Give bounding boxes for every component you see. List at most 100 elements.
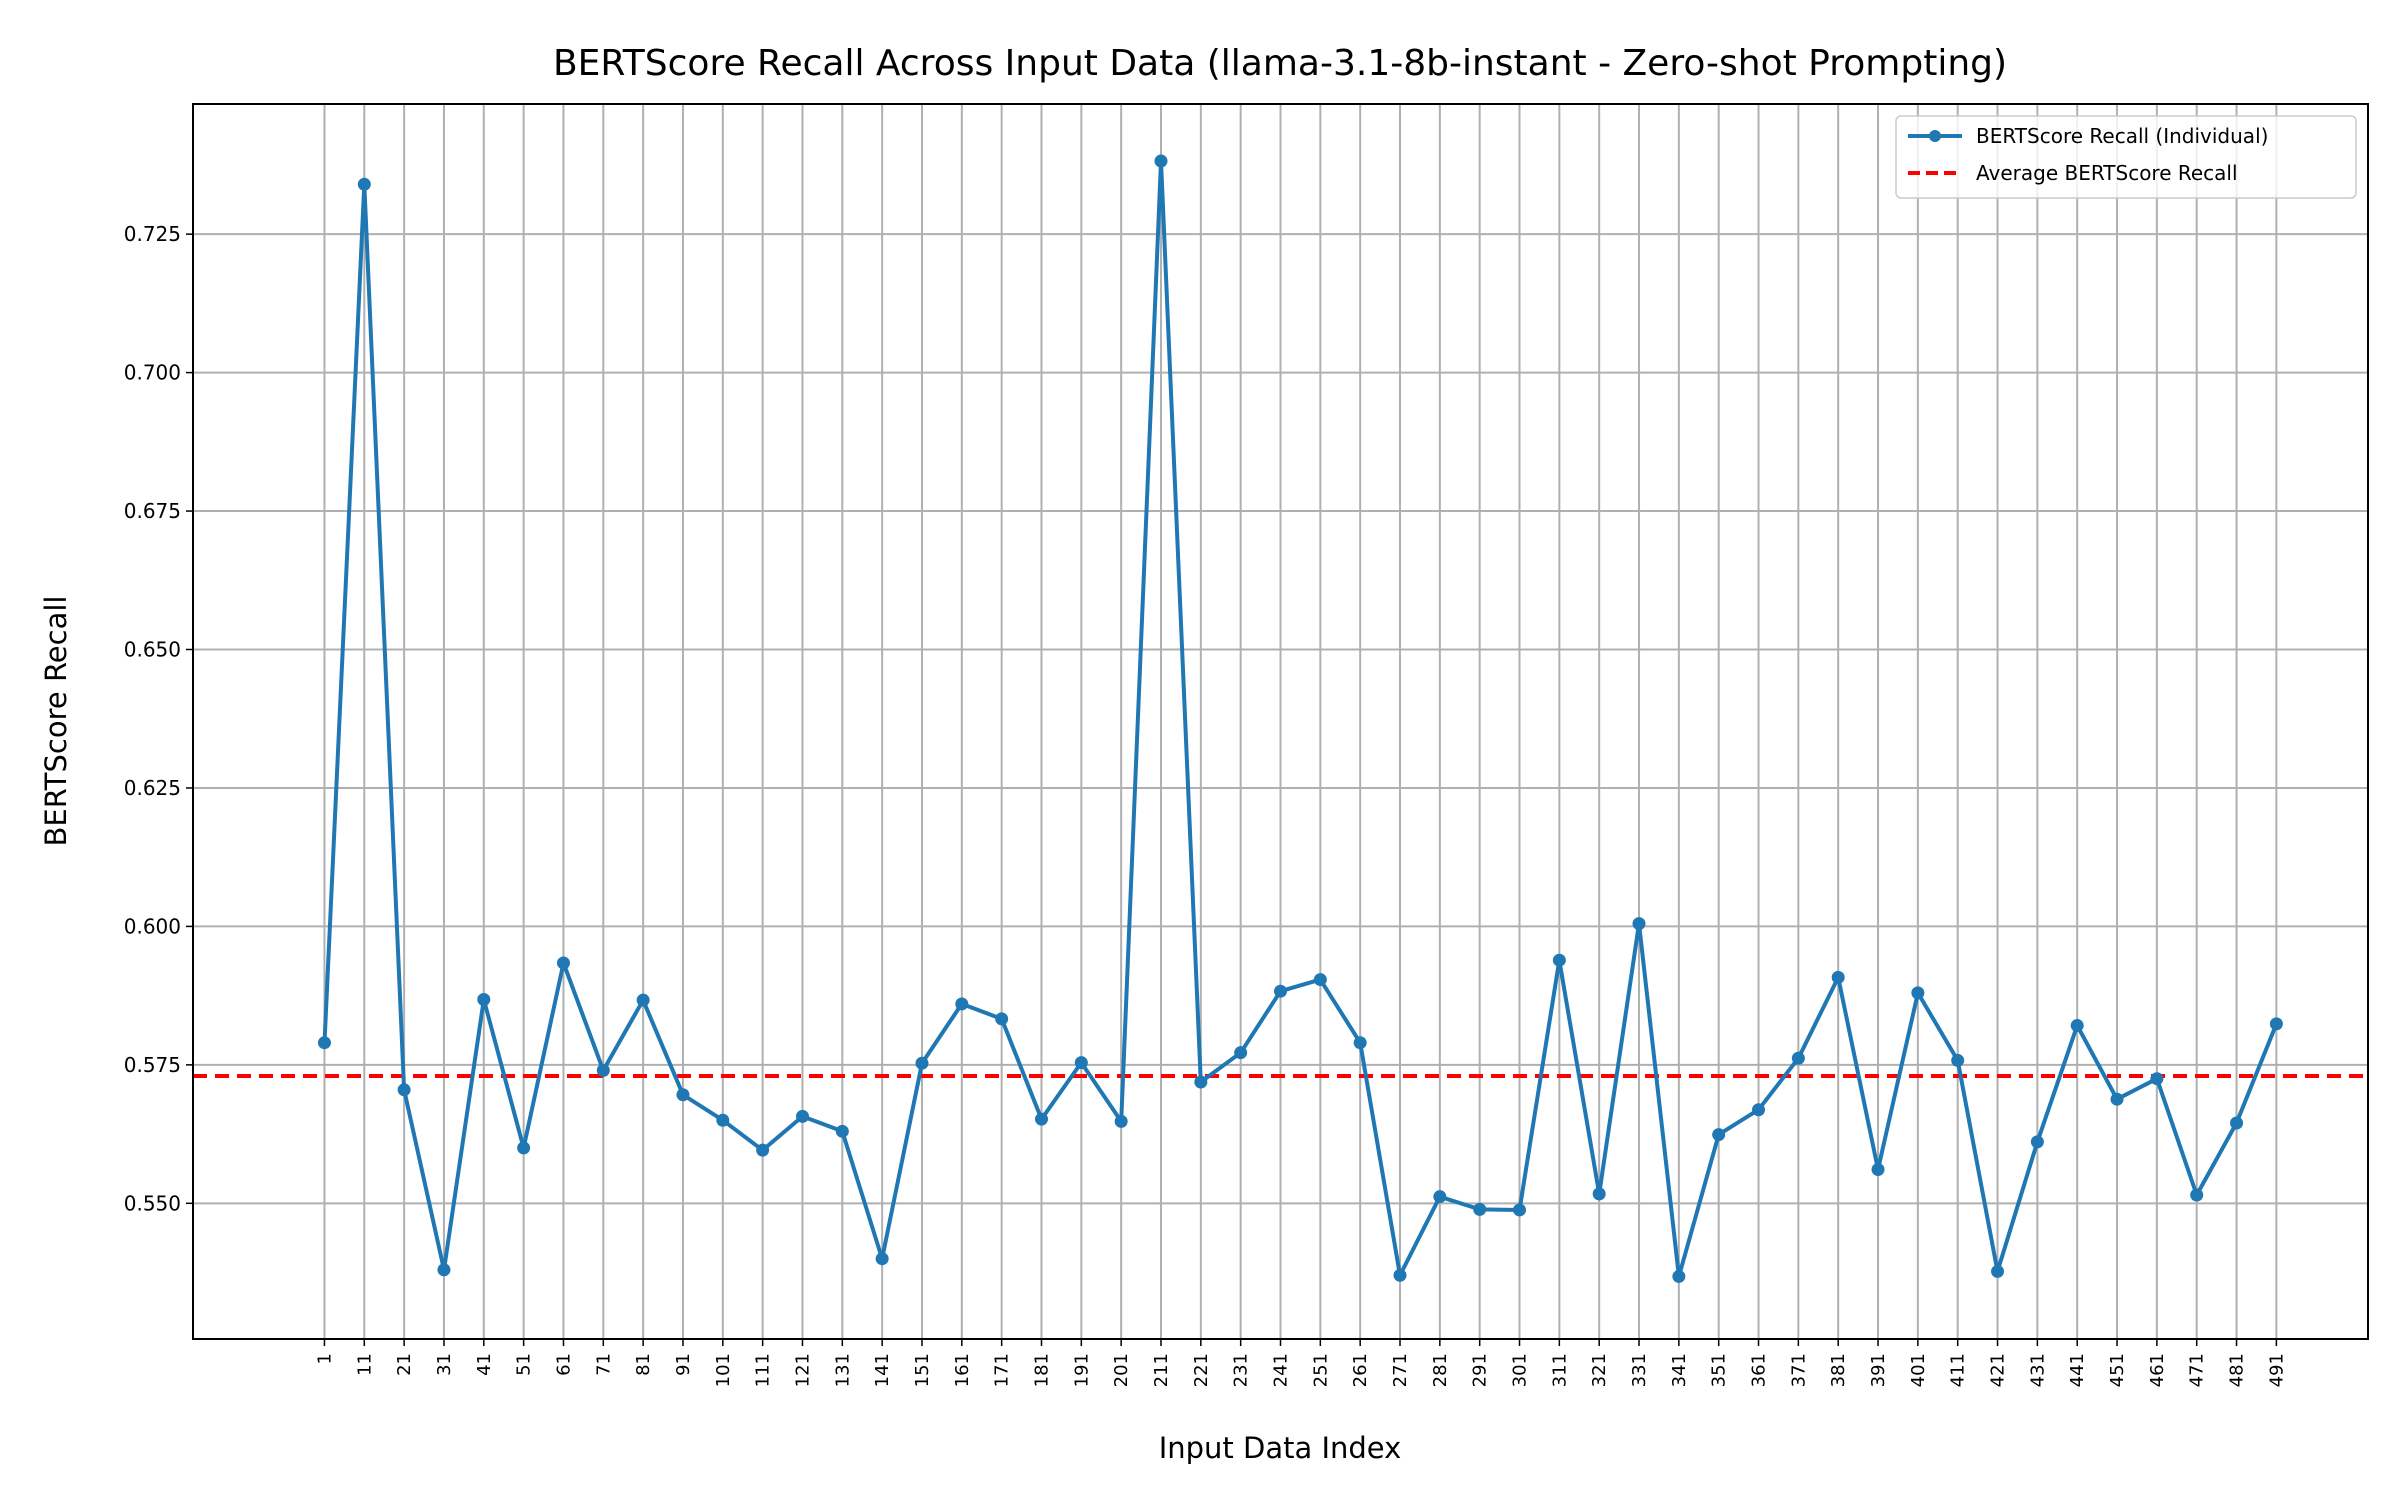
y-tick-label: 0.550	[124, 1191, 181, 1215]
data-point	[1513, 1203, 1527, 1217]
data-point	[1991, 1264, 2005, 1278]
x-tick-label: 141	[872, 1353, 893, 1387]
x-tick-label: 11	[354, 1353, 375, 1376]
data-point	[2190, 1188, 2204, 1202]
data-point	[1791, 1051, 1805, 1065]
data-point	[1831, 970, 1845, 984]
y-tick-label: 0.650	[124, 638, 181, 662]
data-point	[437, 1263, 451, 1277]
data-point	[1433, 1190, 1447, 1204]
x-tick-label: 181	[1031, 1353, 1052, 1387]
data-point	[1114, 1114, 1128, 1128]
data-point	[357, 177, 371, 191]
x-tick-label: 291	[1470, 1353, 1491, 1387]
x-tick-label: 281	[1430, 1353, 1451, 1387]
data-point	[1393, 1268, 1407, 1282]
data-point	[716, 1113, 730, 1127]
x-tick-label: 301	[1510, 1353, 1531, 1387]
data-point	[596, 1063, 610, 1077]
x-tick-label: 371	[1788, 1353, 1809, 1387]
y-tick-label: 0.725	[124, 222, 181, 246]
data-point	[2070, 1019, 2084, 1033]
data-point	[1274, 984, 1287, 998]
legend-label-individual: BERTScore Recall (Individual)	[1976, 124, 2268, 148]
x-tick-label: 451	[2107, 1353, 2128, 1387]
data-point	[2030, 1135, 2044, 1149]
x-tick-label: 331	[1629, 1353, 1650, 1387]
x-tick-label: 51	[514, 1353, 535, 1376]
x-tick-label: 231	[1231, 1353, 1252, 1387]
x-tick-label: 251	[1310, 1353, 1331, 1387]
x-tick-label: 101	[713, 1353, 734, 1387]
x-tick-label: 81	[633, 1353, 654, 1376]
y-tick-label: 0.675	[124, 499, 181, 523]
series-line-individual	[322, 159, 2279, 1279]
data-point	[1951, 1053, 1965, 1067]
data-point	[1313, 973, 1327, 987]
data-point	[1712, 1128, 1726, 1142]
data-point	[995, 1012, 1009, 1026]
legend-label-average: Average BERTScore Recall	[1976, 161, 2238, 185]
data-point	[875, 1252, 889, 1266]
chart-title: BERTScore Recall Across Input Data (llam…	[553, 43, 2007, 84]
data-point	[835, 1124, 849, 1138]
x-tick-label: 441	[2067, 1353, 2088, 1387]
data-point	[1473, 1202, 1487, 1216]
x-tick-label: 161	[952, 1353, 973, 1387]
x-tick-label: 241	[1271, 1353, 1292, 1387]
x-tick-label: 401	[1908, 1353, 1929, 1387]
legend: BERTScore Recall (Individual) Average BE…	[1895, 115, 2357, 199]
y-tick-label: 0.575	[124, 1053, 181, 1077]
x-tick-label: 31	[434, 1353, 455, 1376]
x-tick-label: 491	[2266, 1353, 2287, 1387]
x-tick-label: 461	[2147, 1353, 2168, 1387]
legend-box	[1895, 115, 2357, 199]
x-axis-ticks: 1 11 21 31 41 51 61 71 81 91 101 111 121 131 141 151 161…	[314, 1339, 2287, 1387]
x-tick-label: 71	[593, 1353, 614, 1376]
x-tick-label: 391	[1868, 1353, 1889, 1387]
data-point	[1234, 1046, 1248, 1060]
x-tick-label: 151	[912, 1353, 933, 1387]
x-tick-label: 1	[314, 1353, 335, 1364]
data-point	[556, 956, 570, 970]
data-point	[2230, 1116, 2244, 1130]
data-point	[756, 1143, 770, 1157]
data-point	[2150, 1072, 2164, 1086]
x-tick-label: 381	[1828, 1353, 1849, 1387]
data-point	[397, 1083, 411, 1097]
data-point	[1871, 1163, 1885, 1177]
x-tick-label: 481	[2227, 1353, 2248, 1387]
x-tick-label: 271	[1390, 1353, 1411, 1387]
x-tick-label: 221	[1191, 1353, 1212, 1387]
data-point	[795, 1109, 809, 1123]
y-tick-label: 0.600	[124, 914, 181, 938]
x-tick-label: 471	[2187, 1353, 2208, 1387]
y-axis-ticks: 0.550 0.575 0.600 0.625 0.650 0.675 0.700 0.725	[124, 222, 193, 1215]
x-tick-label: 351	[1709, 1353, 1730, 1387]
data-point	[2269, 1017, 2283, 1031]
x-tick-label: 431	[2027, 1353, 2048, 1387]
x-tick-label: 201	[1111, 1353, 1132, 1387]
legend-marker-individual	[1929, 130, 1941, 142]
x-tick-label: 21	[394, 1353, 415, 1376]
data-point	[1552, 953, 1566, 967]
data-point	[1034, 1112, 1048, 1126]
x-tick-label: 91	[673, 1353, 694, 1376]
x-axis-label: Input Data Index	[1159, 1431, 1402, 1465]
data-point	[915, 1056, 929, 1070]
x-tick-label: 61	[553, 1353, 574, 1376]
series-layer	[193, 154, 2368, 1283]
x-tick-label: 191	[1071, 1353, 1092, 1387]
data-point	[2110, 1092, 2124, 1106]
data-point	[955, 997, 969, 1011]
data-point	[1074, 1056, 1088, 1070]
data-point	[636, 993, 650, 1007]
x-tick-label: 411	[1948, 1353, 1969, 1387]
x-tick-label: 41	[474, 1353, 495, 1376]
x-tick-label: 421	[1988, 1353, 2009, 1387]
y-tick-label: 0.625	[124, 776, 181, 800]
data-point	[517, 1141, 531, 1155]
data-point	[1592, 1187, 1606, 1201]
data-point	[1154, 154, 1168, 168]
